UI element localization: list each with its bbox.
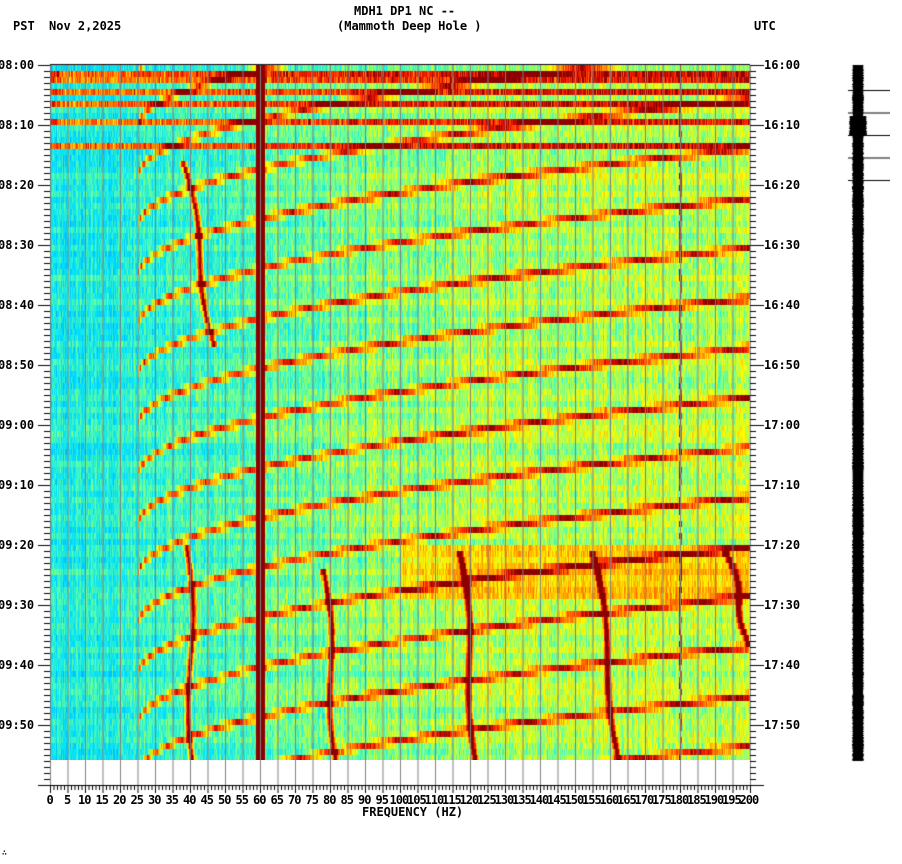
y-tick-left: 09:00 xyxy=(0,418,35,432)
x-tick: 120 xyxy=(459,793,480,807)
x-tick: 35 xyxy=(165,793,179,807)
x-axis-label: FREQUENCY (HZ) xyxy=(362,805,464,819)
y-tick-right: 17:40 xyxy=(764,658,801,672)
footer-mark: ∴ xyxy=(2,848,7,857)
y-tick-right: 17:00 xyxy=(764,418,801,432)
x-tick: 185 xyxy=(687,793,707,807)
x-tick: 15 xyxy=(95,793,109,807)
x-tick: 55 xyxy=(235,793,249,807)
x-tick: 125 xyxy=(477,793,497,807)
y-tick-left: 08:20 xyxy=(0,178,35,192)
y-tick-right: 16:00 xyxy=(764,58,801,72)
x-tick: 10 xyxy=(78,793,91,807)
x-tick: 90 xyxy=(358,793,371,807)
y-tick-right: 16:50 xyxy=(764,358,801,372)
y-tick-left: 09:30 xyxy=(0,598,35,612)
y-tick-right: 16:30 xyxy=(764,238,801,252)
x-tick: 50 xyxy=(218,793,231,807)
seismogram-trace xyxy=(830,60,890,765)
y-tick-right: 16:40 xyxy=(764,298,801,312)
y-tick-right: 16:10 xyxy=(764,118,801,132)
x-tick: 130 xyxy=(494,793,515,807)
x-tick: 200 xyxy=(739,793,760,807)
x-tick: 40 xyxy=(183,793,196,807)
y-tick-left: 08:30 xyxy=(0,238,35,252)
x-tick: 70 xyxy=(288,793,301,807)
x-tick: 85 xyxy=(340,793,354,807)
x-tick: 175 xyxy=(652,793,672,807)
x-tick: 25 xyxy=(130,793,144,807)
x-tick: 75 xyxy=(305,793,319,807)
x-tick: 115 xyxy=(442,793,462,807)
x-tick: 30 xyxy=(148,793,161,807)
x-tick: 110 xyxy=(424,793,445,807)
y-tick-left: 09:20 xyxy=(0,538,35,552)
x-tick: 60 xyxy=(253,793,266,807)
y-tick-right: 17:30 xyxy=(764,598,801,612)
x-tick: 5 xyxy=(64,793,71,807)
x-tick: 150 xyxy=(564,793,585,807)
y-tick-right: 17:50 xyxy=(764,718,801,732)
y-tick-left: 08:50 xyxy=(0,358,35,372)
x-tick: 0 xyxy=(46,793,54,807)
x-tick: 95 xyxy=(375,793,389,807)
y-tick-left: 09:10 xyxy=(0,478,35,492)
x-tick: 45 xyxy=(200,793,214,807)
x-tick: 80 xyxy=(323,793,336,807)
y-tick-right: 17:10 xyxy=(764,478,801,492)
x-tick: 140 xyxy=(529,793,550,807)
x-tick: 135 xyxy=(512,793,532,807)
y-tick-right: 16:20 xyxy=(764,178,801,192)
y-tick-left: 09:50 xyxy=(0,718,35,732)
x-tick: 20 xyxy=(113,793,126,807)
x-tick: 170 xyxy=(634,793,655,807)
y-tick-right: 17:20 xyxy=(764,538,801,552)
x-tick: 100 xyxy=(389,793,410,807)
x-tick: 145 xyxy=(547,793,567,807)
x-tick: 180 xyxy=(669,793,690,807)
y-tick-left: 08:00 xyxy=(0,58,35,72)
x-tick: 160 xyxy=(599,793,620,807)
y-tick-left: 08:40 xyxy=(0,298,35,312)
x-tick: 190 xyxy=(704,793,725,807)
x-tick: 105 xyxy=(407,793,427,807)
x-tick: 195 xyxy=(722,793,742,807)
y-tick-left: 08:10 xyxy=(0,118,35,132)
x-tick: 155 xyxy=(582,793,602,807)
y-tick-left: 09:40 xyxy=(0,658,35,672)
x-tick: 165 xyxy=(617,793,637,807)
x-tick: 65 xyxy=(270,793,284,807)
